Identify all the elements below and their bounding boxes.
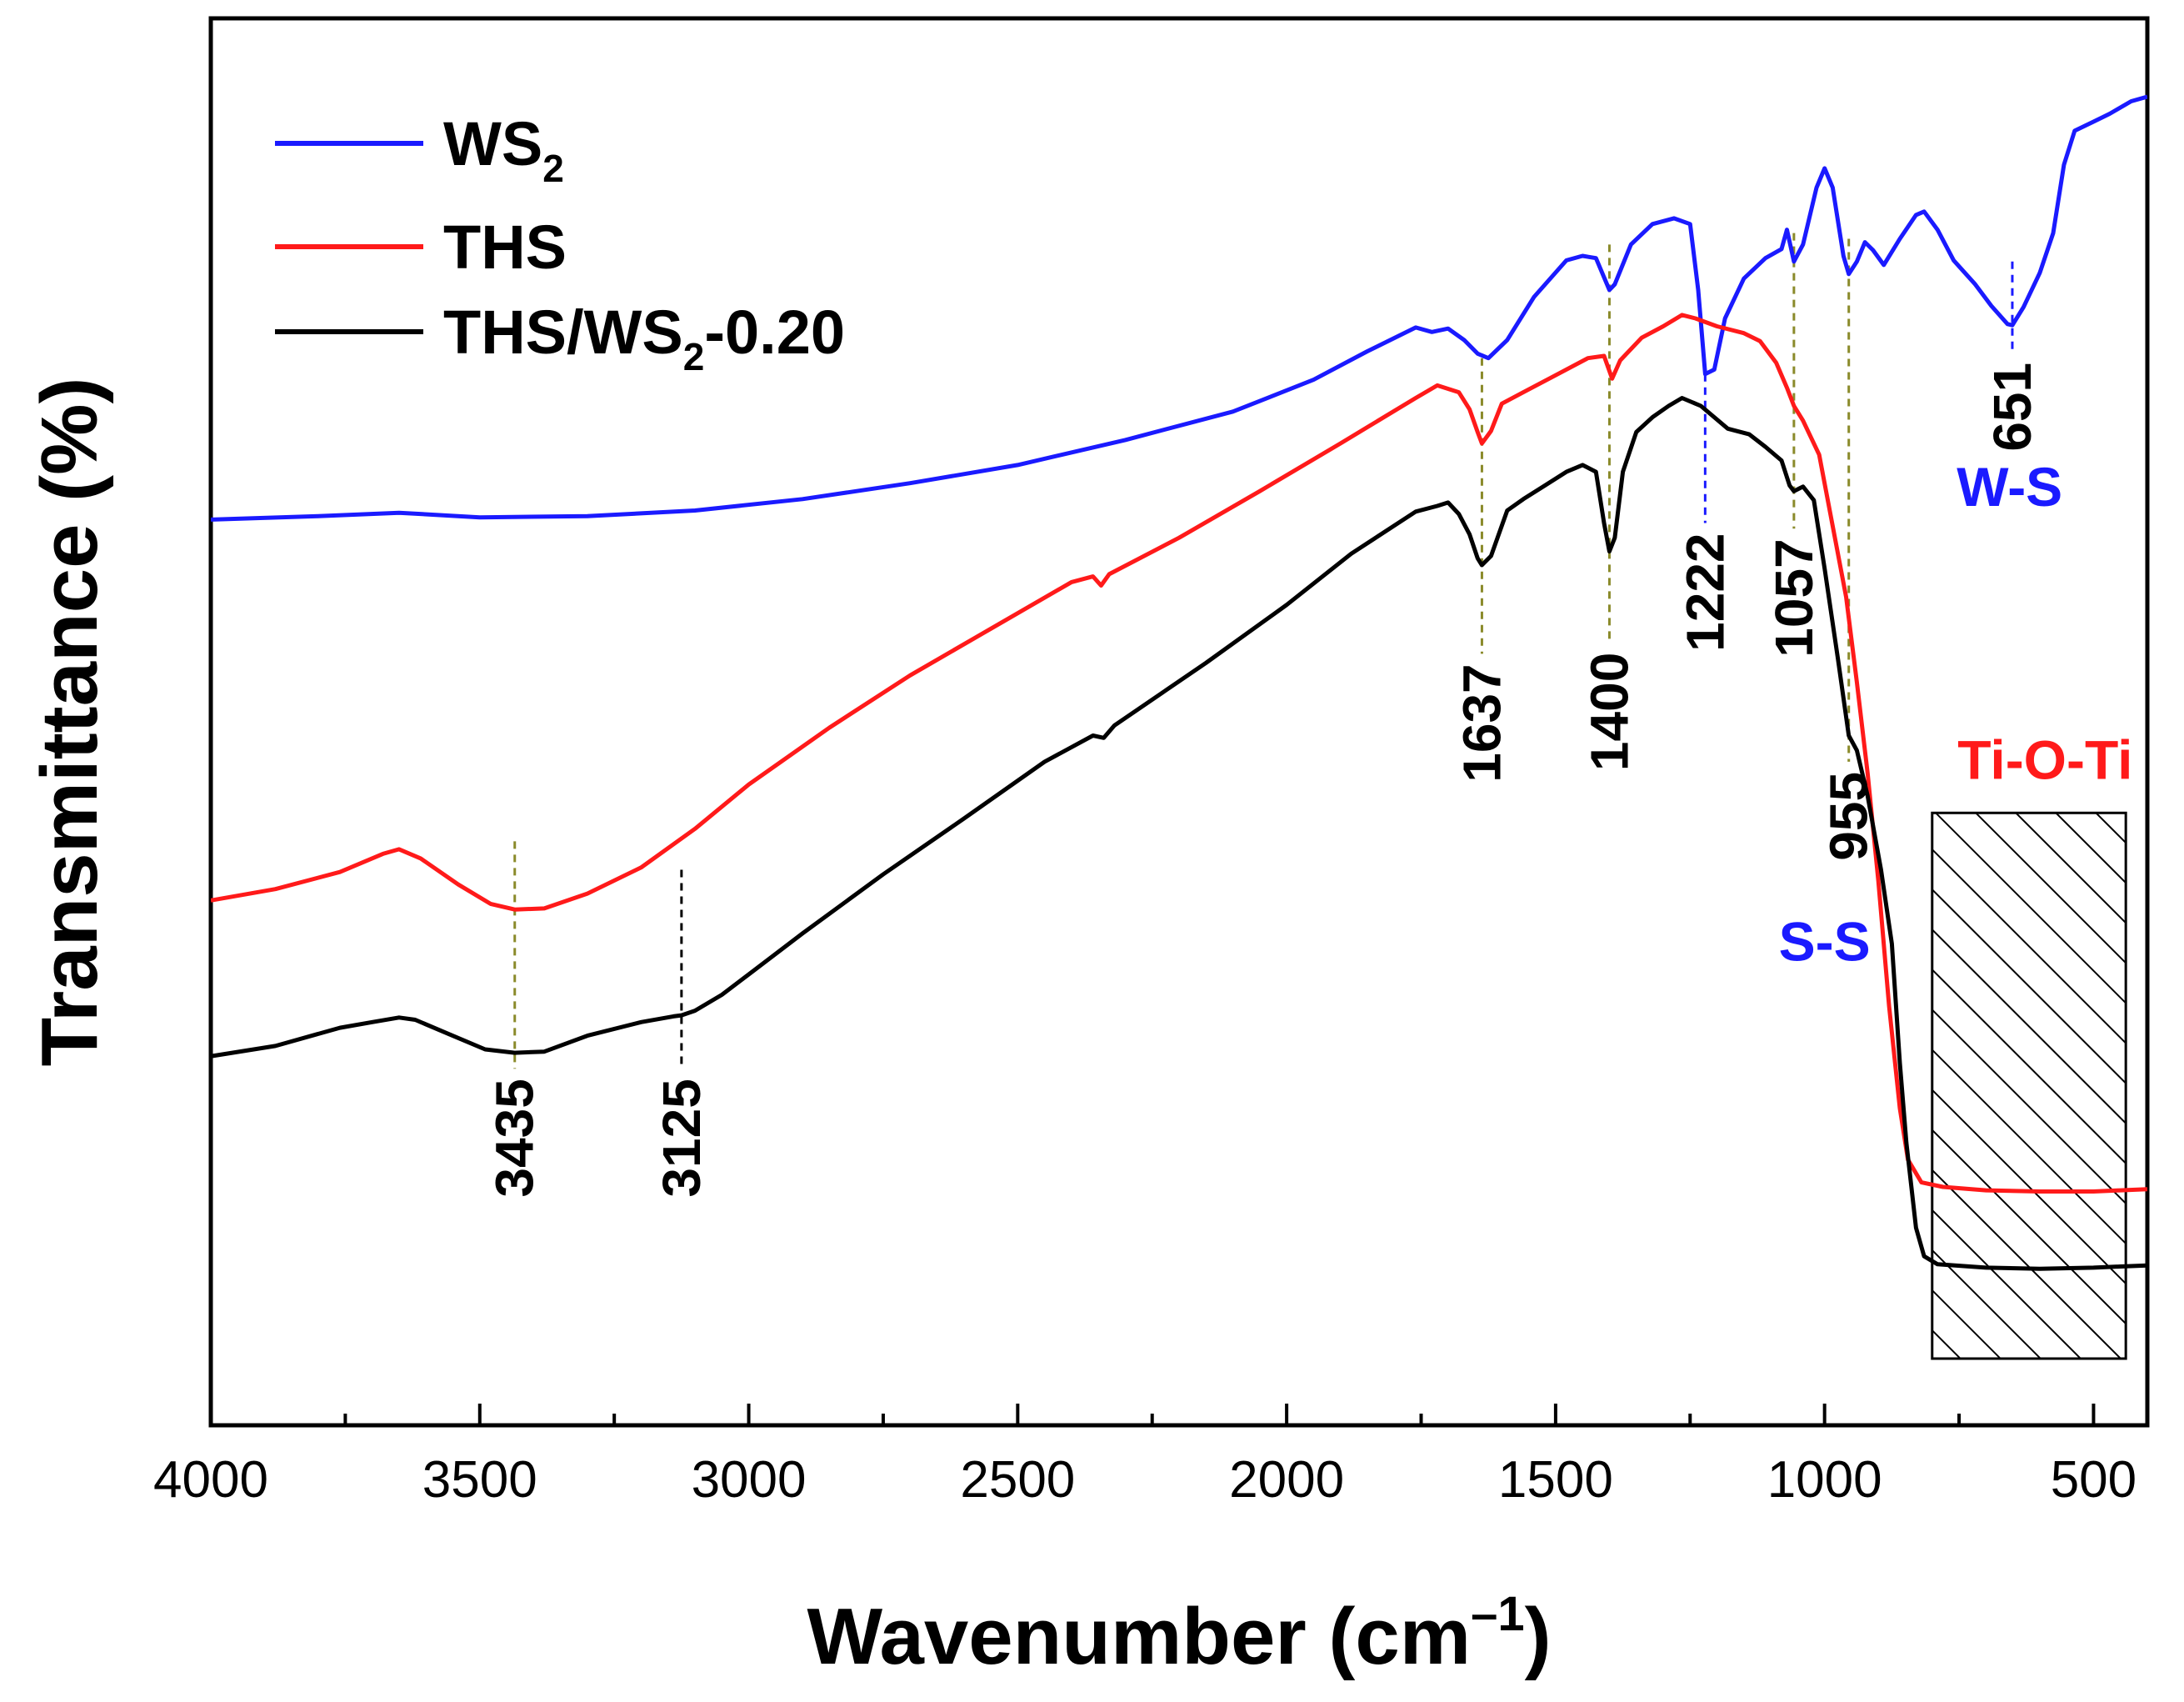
assignment-ti-o-ti: Ti-O-Ti: [1957, 728, 2132, 790]
x-tick-label-3500: 3500: [422, 1451, 537, 1509]
legend-label-ths: THS: [443, 213, 567, 282]
x-tick-label-500: 500: [2051, 1451, 2137, 1509]
peak-label-1057: 1057: [1764, 538, 1824, 657]
x-axis-tick-labels: 4000 3500 3000 2500 2000 1500 1000 500: [153, 1451, 2137, 1509]
x-tick-label-4000: 4000: [153, 1451, 268, 1509]
peak-label-955: 955: [1819, 772, 1879, 861]
peak-label-3435: 3435: [485, 1079, 545, 1197]
legend: WS2 THS THS/WS2-0.20: [275, 109, 845, 378]
assignment-w-s: W-S: [1957, 456, 2062, 518]
peak-guide-lines: [513, 233, 2014, 1069]
series-line-1: [211, 313, 2147, 1194]
peak-label-1400: 1400: [1579, 653, 1639, 771]
legend-label-ws2: WS2: [443, 109, 564, 190]
x-tick-label-3000: 3000: [692, 1451, 807, 1509]
x-tick-label-2500: 2500: [960, 1451, 1075, 1509]
x-axis-title: Wavenumber (cm–1): [807, 1587, 1551, 1681]
legend-label-composite: THS/WS2-0.20: [443, 298, 845, 378]
ti-o-ti-hatched-region: [1931, 811, 2127, 1360]
x-axis-ticks: [209, 1404, 2096, 1425]
band-assignment-labels: W-S S-S Ti-O-Ti: [1779, 456, 2133, 973]
peak-label-1222: 1222: [1675, 533, 1735, 651]
ti-o-ti-region-layer: [1931, 811, 2127, 1360]
series-line-0: [211, 94, 2147, 522]
y-axis-title: Transmittance (%): [25, 378, 114, 1067]
plot-frame: [208, 16, 2150, 1428]
peak-labels: 3435 3125 1637 1400 1222 1057 955 651: [485, 363, 2042, 1198]
assignment-s-s: S-S: [1779, 911, 1871, 973]
peak-label-651: 651: [1982, 363, 2042, 452]
x-tick-label-1500: 1500: [1498, 1451, 1613, 1509]
peak-label-1637: 1637: [1452, 663, 1512, 782]
peak-label-3125: 3125: [652, 1079, 712, 1197]
x-tick-label-1000: 1000: [1767, 1451, 1882, 1509]
series-line-2: [211, 396, 2147, 1271]
series-lines: [211, 94, 2147, 1271]
x-tick-label-2000: 2000: [1229, 1451, 1344, 1509]
